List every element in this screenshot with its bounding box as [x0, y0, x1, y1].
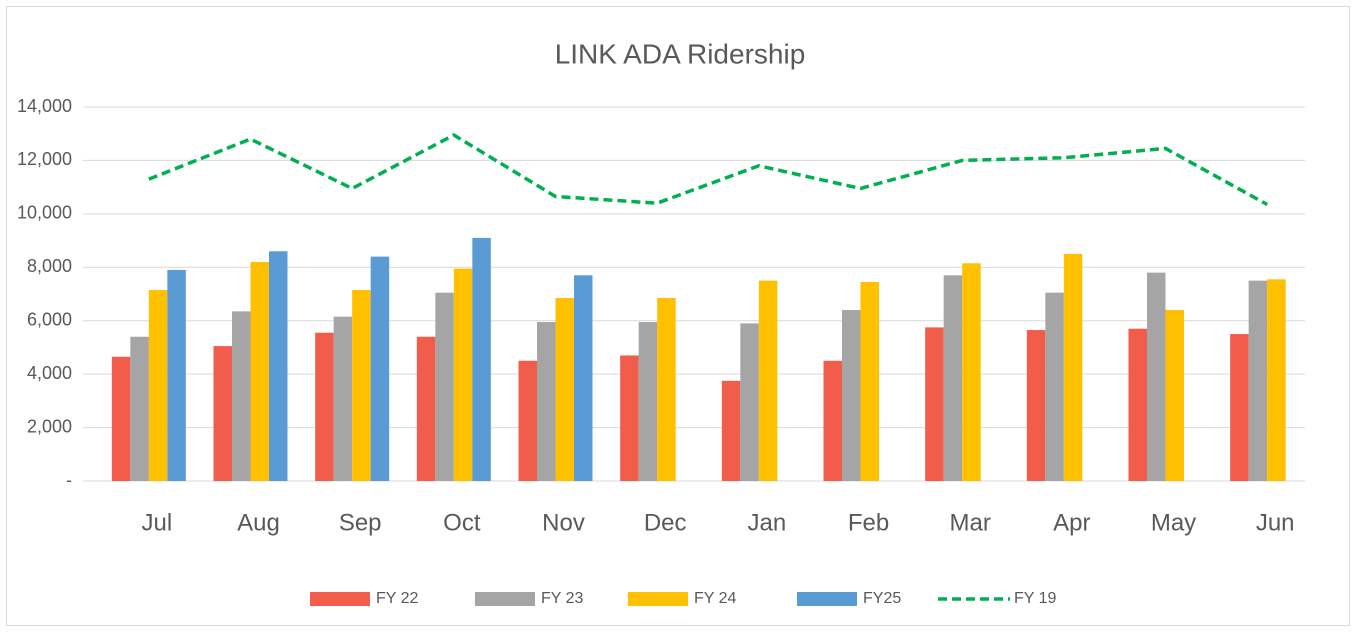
bar — [1128, 328, 1147, 481]
bar — [1026, 330, 1046, 481]
legend-label: FY 22 — [376, 590, 419, 607]
bar — [148, 289, 168, 481]
y-tick-label: - — [66, 470, 72, 490]
bar — [638, 322, 658, 481]
x-tick-label: Jun — [1256, 509, 1295, 536]
y-tick-label: 2,000 — [27, 416, 72, 436]
bar — [1045, 292, 1064, 481]
legend-label: FY 23 — [541, 590, 584, 607]
bar — [823, 360, 842, 481]
chart-border — [6, 6, 1350, 626]
bar — [758, 280, 778, 481]
bar — [555, 298, 574, 481]
bar — [1267, 279, 1286, 481]
y-tick-label: 14,000 — [17, 96, 72, 116]
bar — [352, 289, 371, 481]
bar — [213, 346, 232, 481]
x-tick-label: Apr — [1053, 509, 1090, 536]
legend-swatch — [797, 592, 857, 606]
chart-title: LINK ADA Ridership — [555, 38, 806, 69]
legend-swatch — [310, 592, 370, 606]
bar — [721, 380, 741, 481]
bar — [1230, 334, 1249, 481]
bar — [1165, 310, 1184, 481]
legend-swatch — [628, 592, 688, 606]
legend-label: FY 19 — [1014, 590, 1057, 607]
x-tick-label: Jul — [141, 509, 172, 536]
bar — [315, 332, 334, 481]
bar — [518, 360, 537, 481]
y-tick-label: 4,000 — [27, 363, 72, 383]
bar — [925, 327, 944, 481]
y-tick-label: 6,000 — [27, 309, 72, 329]
x-tick-label: Jan — [747, 509, 786, 536]
bar — [472, 237, 491, 481]
bar — [620, 355, 639, 481]
x-tick-label: Feb — [848, 509, 889, 536]
x-tick-label: Sep — [339, 509, 382, 536]
bar — [269, 251, 288, 481]
bar — [943, 275, 963, 481]
bar — [232, 311, 251, 481]
bar — [130, 336, 149, 481]
x-tick-label: Aug — [237, 509, 280, 536]
x-tick-label: Mar — [949, 509, 990, 536]
bar — [657, 298, 676, 481]
line — [148, 133, 1269, 207]
bar — [1248, 280, 1268, 481]
bar — [416, 336, 436, 481]
bar — [740, 323, 759, 481]
legend-label: FY25 — [863, 590, 901, 607]
bar — [111, 356, 131, 481]
x-tick-label: Oct — [443, 509, 481, 536]
bar — [574, 275, 593, 481]
legend-label: FY 24 — [694, 590, 737, 607]
bar — [860, 281, 879, 481]
y-tick-label: 8,000 — [27, 256, 72, 276]
y-tick-label: 10,000 — [17, 203, 72, 223]
bar — [962, 263, 981, 481]
bar — [370, 256, 390, 481]
bar — [250, 261, 269, 481]
bar — [537, 322, 556, 481]
x-tick-label: May — [1151, 509, 1196, 536]
y-tick-label: 12,000 — [17, 149, 72, 169]
bar — [1147, 272, 1166, 481]
bar — [167, 269, 186, 481]
bar — [1063, 253, 1083, 481]
x-tick-label: Dec — [644, 509, 687, 536]
bar — [333, 316, 353, 481]
legend-swatch — [475, 592, 535, 606]
x-tick-label: Nov — [542, 509, 585, 536]
bar — [435, 292, 454, 481]
bar — [842, 310, 861, 481]
bar — [453, 268, 473, 481]
